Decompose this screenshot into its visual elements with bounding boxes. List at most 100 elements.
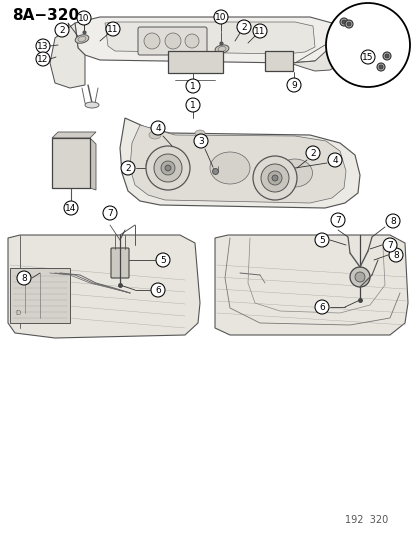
Circle shape — [252, 156, 296, 200]
Circle shape — [64, 201, 78, 215]
Circle shape — [236, 20, 250, 34]
Text: 2: 2 — [241, 22, 246, 31]
Circle shape — [344, 20, 352, 28]
Ellipse shape — [146, 150, 183, 180]
Text: 5: 5 — [318, 236, 324, 245]
Circle shape — [339, 18, 347, 26]
Ellipse shape — [209, 152, 249, 184]
Text: 14: 14 — [65, 204, 76, 213]
Circle shape — [214, 10, 228, 24]
Ellipse shape — [149, 131, 161, 139]
Text: D: D — [15, 310, 20, 316]
Ellipse shape — [195, 130, 204, 136]
FancyBboxPatch shape — [264, 51, 292, 71]
Text: 9: 9 — [290, 80, 296, 90]
Circle shape — [314, 300, 328, 314]
Circle shape — [305, 146, 319, 160]
Circle shape — [376, 63, 384, 71]
Circle shape — [349, 267, 369, 287]
Text: 5: 5 — [160, 255, 166, 264]
Circle shape — [146, 146, 190, 190]
Circle shape — [17, 271, 31, 285]
FancyBboxPatch shape — [168, 51, 223, 73]
Circle shape — [55, 23, 69, 37]
Polygon shape — [8, 235, 199, 338]
Text: 192  320: 192 320 — [344, 515, 387, 525]
Text: 7: 7 — [107, 208, 113, 217]
Circle shape — [327, 153, 341, 167]
Circle shape — [382, 238, 396, 252]
Text: 11: 11 — [107, 25, 119, 34]
Text: 11: 11 — [254, 27, 265, 36]
Circle shape — [151, 121, 165, 135]
Circle shape — [156, 253, 170, 267]
Circle shape — [194, 134, 207, 148]
Text: 6: 6 — [155, 286, 161, 295]
FancyBboxPatch shape — [111, 248, 129, 278]
Circle shape — [106, 22, 120, 36]
Circle shape — [144, 33, 159, 49]
Ellipse shape — [75, 35, 89, 43]
Circle shape — [346, 22, 350, 26]
Text: 7: 7 — [386, 240, 392, 249]
Circle shape — [185, 79, 199, 93]
Polygon shape — [214, 235, 407, 335]
FancyBboxPatch shape — [10, 268, 70, 323]
Text: 8: 8 — [392, 251, 398, 260]
Circle shape — [165, 165, 171, 171]
Polygon shape — [120, 118, 359, 208]
Polygon shape — [130, 125, 345, 203]
Text: 10: 10 — [78, 13, 90, 22]
Ellipse shape — [214, 45, 228, 53]
Polygon shape — [289, 43, 339, 71]
Circle shape — [77, 11, 91, 25]
Circle shape — [185, 98, 199, 112]
Circle shape — [121, 161, 135, 175]
Text: 2: 2 — [309, 149, 315, 157]
Circle shape — [286, 78, 300, 92]
Circle shape — [384, 54, 388, 58]
Circle shape — [385, 214, 399, 228]
Circle shape — [314, 233, 328, 247]
Circle shape — [325, 3, 409, 87]
Circle shape — [330, 213, 344, 227]
Circle shape — [354, 272, 364, 282]
Text: 6: 6 — [318, 303, 324, 311]
Circle shape — [260, 164, 288, 192]
Circle shape — [165, 33, 180, 49]
Ellipse shape — [277, 159, 312, 187]
Circle shape — [378, 65, 382, 69]
Text: 8: 8 — [389, 216, 395, 225]
Circle shape — [341, 20, 345, 24]
Circle shape — [151, 283, 165, 297]
Circle shape — [267, 171, 281, 185]
Text: 2: 2 — [59, 26, 65, 35]
Polygon shape — [105, 22, 314, 54]
Circle shape — [252, 24, 266, 38]
Text: 3: 3 — [198, 136, 203, 146]
Text: 1: 1 — [190, 101, 195, 109]
Text: 12: 12 — [37, 54, 49, 63]
Circle shape — [271, 175, 277, 181]
Text: 13: 13 — [37, 42, 49, 51]
Circle shape — [360, 50, 374, 64]
Circle shape — [382, 52, 390, 60]
Text: 4: 4 — [331, 156, 337, 165]
FancyBboxPatch shape — [52, 138, 90, 188]
Text: 10: 10 — [215, 12, 226, 21]
Text: 8A−320: 8A−320 — [12, 8, 79, 23]
Text: 7: 7 — [334, 215, 340, 224]
Circle shape — [36, 52, 50, 66]
Polygon shape — [90, 138, 96, 190]
Text: 15: 15 — [361, 52, 373, 61]
FancyBboxPatch shape — [138, 27, 206, 55]
Ellipse shape — [85, 102, 99, 108]
Circle shape — [36, 39, 50, 53]
Text: 8: 8 — [21, 273, 27, 282]
Text: 4: 4 — [155, 124, 160, 133]
Circle shape — [388, 248, 402, 262]
Polygon shape — [52, 132, 96, 138]
Circle shape — [185, 34, 199, 48]
Circle shape — [161, 161, 175, 175]
Text: 1: 1 — [190, 82, 195, 91]
